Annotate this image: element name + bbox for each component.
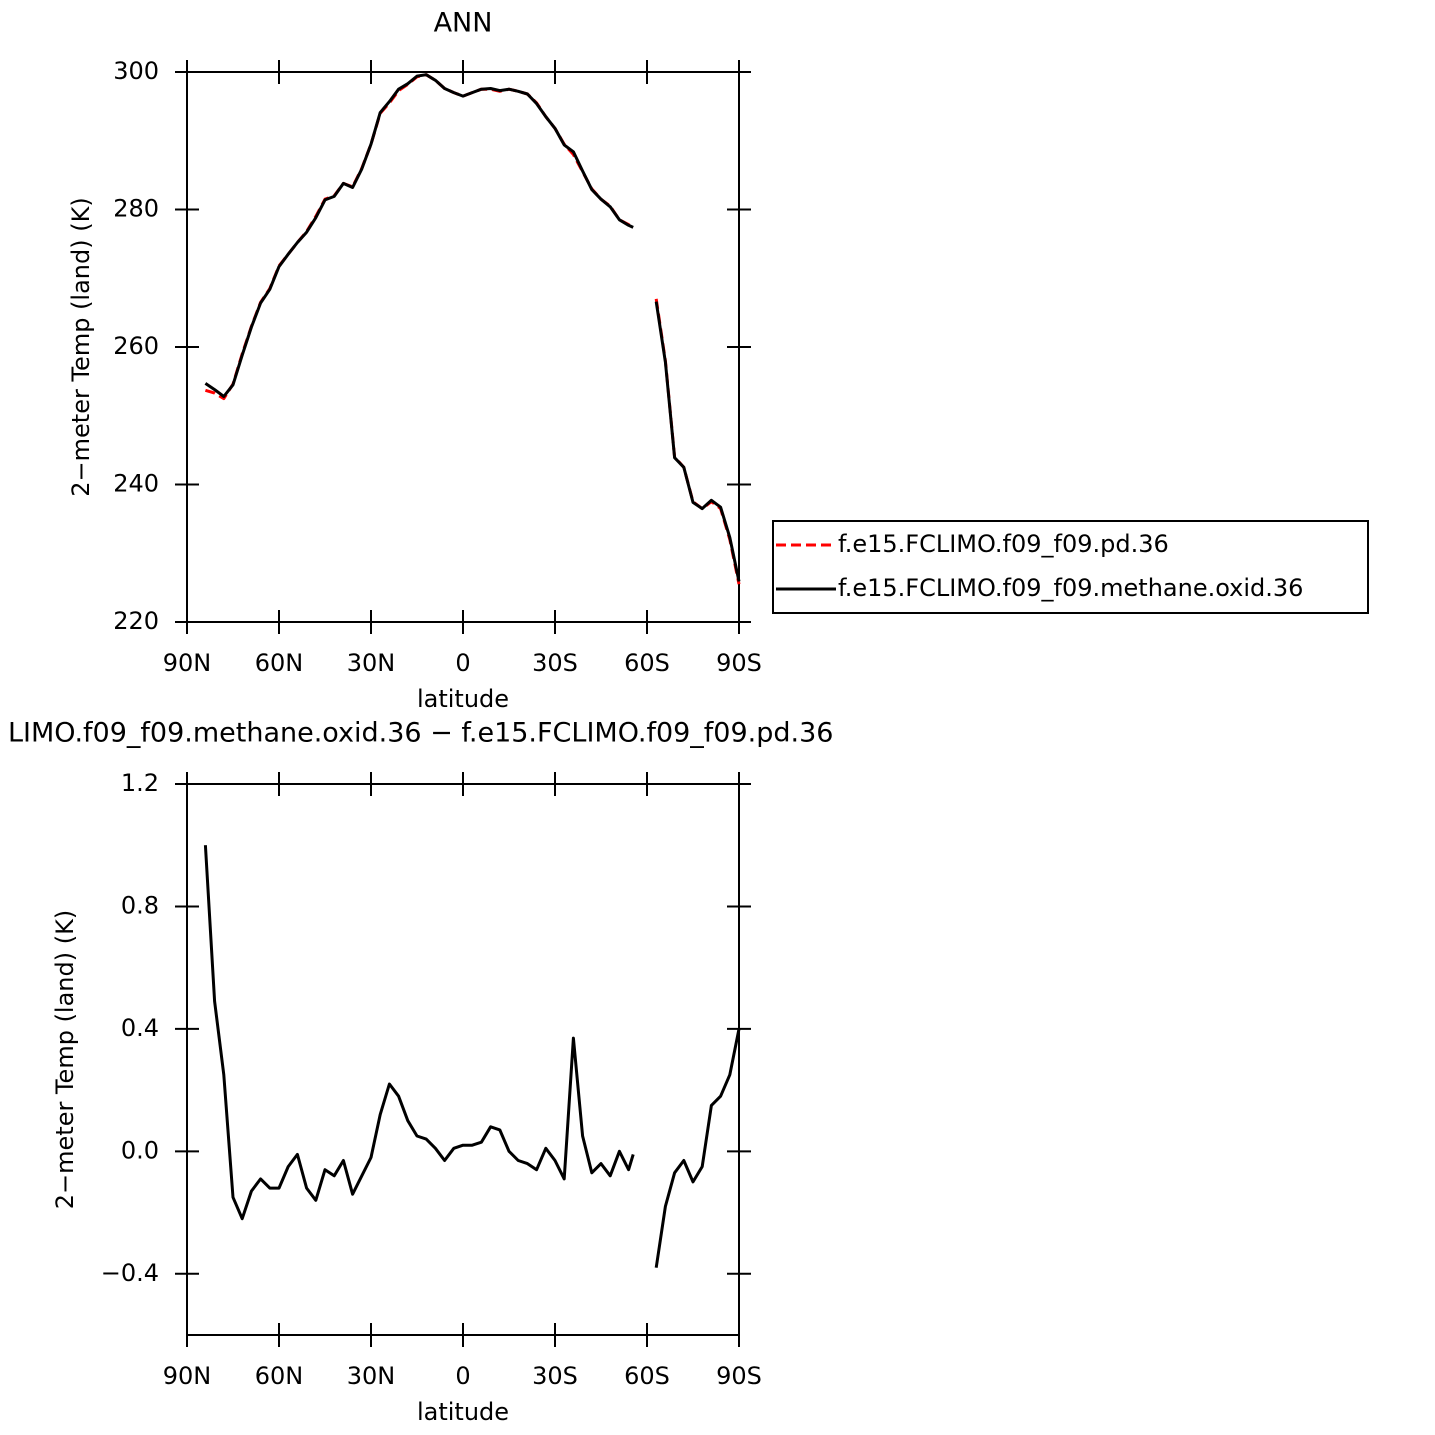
x-tick-label: 0: [455, 1362, 470, 1390]
legend-label: f.e15.FCLIMO.f09_f09.pd.36: [838, 530, 1169, 558]
x-axis-label: latitude: [417, 685, 509, 713]
x-tick-label: 90S: [716, 649, 762, 677]
y-tick-label: 1.2: [121, 769, 159, 797]
chart-title: LIMO.f09_f09.methane.oxid.36 − f.e15.FCL…: [8, 718, 833, 749]
x-tick-label: 30N: [347, 1362, 396, 1390]
x-tick-label: 30S: [532, 649, 578, 677]
data-line: [203, 845, 741, 1268]
y-tick-label: 0.0: [121, 1136, 159, 1164]
y-axis-label: 2−meter Temp (land) (K): [51, 910, 79, 1209]
legend-label: f.e15.FCLIMO.f09_f09.methane.oxid.36: [838, 574, 1303, 602]
plot-frame: [186, 71, 740, 623]
x-tick-label: 60N: [255, 649, 304, 677]
y-tick-label: 300: [113, 57, 159, 85]
x-tick-label: 90N: [163, 1362, 212, 1390]
legend-frame: [772, 520, 1369, 614]
y-tick-label: 280: [113, 195, 159, 223]
x-tick-label: 60S: [624, 649, 670, 677]
x-tick-label: 30S: [532, 1362, 578, 1390]
y-tick-label: 220: [113, 607, 159, 635]
x-tick-label: 60S: [624, 1362, 670, 1390]
data-line: [204, 73, 741, 582]
x-tick-label: 0: [455, 649, 470, 677]
x-tick-label: 90S: [716, 1362, 762, 1390]
x-tick-label: 60N: [255, 1362, 304, 1390]
y-tick-label: 0.8: [121, 891, 159, 919]
x-tick-label: 30N: [347, 649, 396, 677]
plot-frame: [186, 783, 740, 1336]
chart-title: ANN: [434, 8, 493, 39]
y-tick-label: 260: [113, 332, 159, 360]
y-tick-label: 0.4: [121, 1014, 159, 1042]
x-axis-label: latitude: [417, 1398, 509, 1426]
y-tick-label: −0.4: [101, 1259, 159, 1287]
y-tick-label: 240: [113, 470, 159, 498]
x-tick-label: 90N: [163, 649, 212, 677]
y-axis-label: 2−meter Temp (land) (K): [67, 197, 95, 496]
